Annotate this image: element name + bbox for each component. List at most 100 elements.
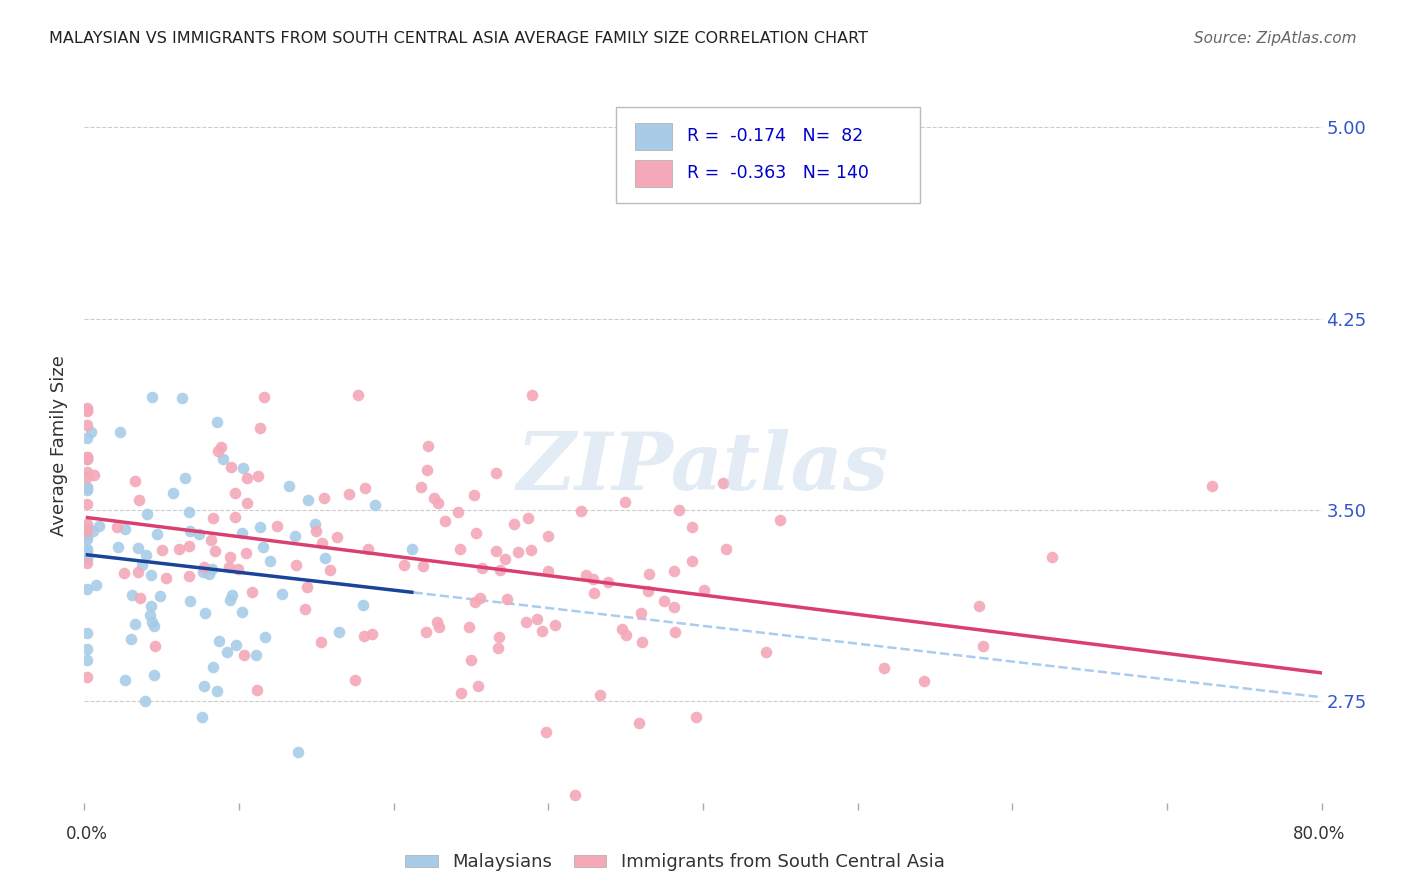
Point bbox=[637, 567, 659, 582]
Point bbox=[76, 470, 98, 484]
Point bbox=[131, 558, 153, 573]
Point bbox=[139, 607, 162, 622]
Point bbox=[212, 452, 235, 467]
Point bbox=[246, 683, 269, 698]
Point bbox=[450, 686, 472, 700]
Point bbox=[224, 510, 246, 524]
Point bbox=[135, 507, 157, 521]
Point bbox=[337, 487, 360, 501]
Point bbox=[76, 582, 98, 597]
Point bbox=[412, 559, 434, 574]
Point bbox=[360, 627, 382, 641]
Point bbox=[76, 451, 98, 466]
Point bbox=[200, 533, 222, 548]
Point bbox=[76, 432, 98, 446]
Point bbox=[463, 488, 485, 502]
Point bbox=[76, 550, 98, 565]
Point bbox=[76, 404, 98, 418]
Point bbox=[202, 660, 225, 674]
Point bbox=[179, 594, 201, 608]
Point bbox=[76, 653, 98, 667]
Point bbox=[149, 589, 172, 603]
Point bbox=[76, 497, 98, 511]
Point bbox=[415, 624, 437, 639]
Point bbox=[613, 495, 636, 509]
Legend: Malaysians, Immigrants from South Central Asia: Malaysians, Immigrants from South Centra… bbox=[398, 847, 952, 879]
Point bbox=[76, 451, 98, 466]
Point bbox=[155, 571, 177, 585]
Point bbox=[326, 530, 349, 544]
Point bbox=[614, 628, 637, 642]
Point bbox=[219, 549, 242, 564]
Point bbox=[201, 562, 224, 576]
Point bbox=[141, 599, 163, 614]
Point bbox=[598, 574, 620, 589]
Point bbox=[146, 527, 169, 541]
Point bbox=[312, 491, 335, 505]
Point bbox=[488, 630, 510, 644]
Point bbox=[246, 468, 269, 483]
Point bbox=[143, 619, 166, 633]
Point bbox=[177, 539, 200, 553]
Point bbox=[225, 638, 247, 652]
Point bbox=[143, 639, 166, 653]
Point bbox=[353, 598, 375, 612]
Point bbox=[297, 493, 319, 508]
Point bbox=[415, 463, 437, 477]
Point bbox=[681, 519, 703, 533]
Point bbox=[426, 615, 449, 630]
Point bbox=[464, 595, 486, 609]
Point bbox=[191, 565, 214, 579]
Point bbox=[76, 670, 98, 684]
Point bbox=[228, 562, 250, 576]
Point bbox=[259, 554, 281, 568]
Point bbox=[471, 561, 494, 575]
Point bbox=[205, 415, 228, 429]
Point bbox=[353, 482, 375, 496]
Point bbox=[76, 642, 98, 657]
Point bbox=[141, 615, 163, 629]
Point bbox=[416, 439, 439, 453]
Point bbox=[124, 475, 146, 489]
Point bbox=[128, 591, 150, 606]
Point bbox=[1040, 550, 1063, 565]
Point bbox=[87, 518, 110, 533]
Point bbox=[193, 679, 215, 693]
FancyBboxPatch shape bbox=[616, 107, 920, 203]
Point bbox=[627, 716, 650, 731]
Point bbox=[401, 542, 423, 557]
Point bbox=[277, 479, 299, 493]
Point bbox=[503, 516, 526, 531]
Point bbox=[114, 673, 136, 688]
Point bbox=[534, 725, 557, 739]
Point bbox=[142, 668, 165, 682]
Point bbox=[569, 503, 592, 517]
Point bbox=[209, 440, 232, 454]
Text: ZIPatlas: ZIPatlas bbox=[517, 429, 889, 506]
Point bbox=[253, 630, 276, 644]
Point bbox=[221, 588, 243, 602]
Point bbox=[80, 425, 103, 439]
Point bbox=[449, 541, 471, 556]
Point bbox=[76, 483, 98, 497]
Point bbox=[714, 542, 737, 557]
Point bbox=[235, 470, 257, 484]
Point bbox=[135, 549, 157, 563]
Point bbox=[208, 633, 231, 648]
Point bbox=[304, 517, 326, 532]
Point bbox=[271, 587, 294, 601]
Point bbox=[82, 524, 104, 539]
Text: 80.0%: 80.0% bbox=[1292, 825, 1346, 843]
Point bbox=[105, 520, 128, 534]
Point bbox=[134, 694, 156, 708]
Point bbox=[711, 476, 734, 491]
Point bbox=[107, 541, 129, 555]
Point bbox=[112, 566, 135, 581]
Point bbox=[76, 450, 98, 464]
Point bbox=[526, 612, 548, 626]
Point bbox=[652, 594, 675, 608]
Point bbox=[207, 444, 229, 458]
Point bbox=[314, 550, 336, 565]
Point bbox=[197, 566, 219, 581]
Point bbox=[588, 689, 610, 703]
